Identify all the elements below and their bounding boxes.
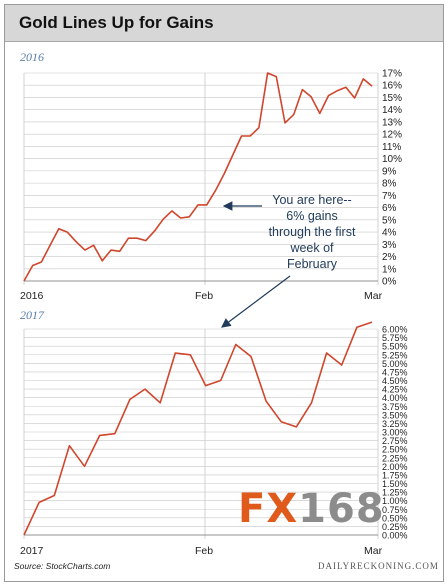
y-tick-label: 8%	[382, 179, 397, 190]
y-tick-label: 2.25%	[382, 453, 408, 463]
annotation-line: week of	[290, 241, 334, 255]
series-line-2017	[23, 321, 373, 536]
x-tick-label: Mar	[364, 545, 383, 557]
series-line-2016	[23, 72, 373, 282]
y-tick-label: 3%	[382, 240, 397, 251]
y-tick-label: 0.25%	[382, 522, 408, 532]
y-tick-label: 5.75%	[382, 333, 408, 343]
annotation-line: through the first	[268, 225, 356, 239]
annotation-text: You are here-- 6% gains through the firs…	[242, 192, 382, 272]
y-tick-label: 1.25%	[382, 488, 408, 498]
y-tick-label: 3.75%	[382, 402, 408, 412]
y-tick-label: 15%	[382, 93, 402, 104]
y-tick-label: 5%	[382, 215, 397, 226]
y-tick-label: 13%	[382, 117, 402, 128]
y-tick-label: 17%	[382, 69, 402, 80]
annotation-arrow-2017	[221, 275, 291, 328]
y-tick-label: 7%	[382, 191, 397, 202]
chart-frame: Gold Lines Up for Gains	[4, 4, 444, 582]
brand-credit: DAILYRECKONING.COM	[318, 561, 439, 571]
y-tick-label: 1.00%	[382, 496, 408, 506]
y-tick-label: 4.75%	[382, 367, 408, 377]
y-tick-label: 2.00%	[382, 462, 408, 472]
watermark-num: 168	[298, 486, 385, 532]
y-tick-label: 12%	[382, 130, 402, 141]
x-tick-label: Mar	[364, 290, 383, 302]
y-tick-label: 3.00%	[382, 428, 408, 438]
source-note: Source: StockCharts.com	[14, 561, 111, 571]
annotation-line: February	[286, 257, 338, 271]
x-tick-label: 2016	[20, 290, 44, 302]
y-tick-label: 11%	[382, 142, 401, 153]
y-tick-label: 14%	[382, 105, 402, 116]
y-tick-label: 0.00%	[382, 531, 408, 541]
annotation-line: You are here--	[272, 193, 352, 207]
y-tick-label: 0.75%	[382, 505, 408, 515]
title-bar: Gold Lines Up for Gains	[5, 5, 443, 42]
y-tick-label: 1.50%	[382, 479, 408, 489]
chart-title: Gold Lines Up for Gains	[19, 13, 214, 32]
y-tick-label: 4.25%	[382, 385, 408, 395]
y-tick-label: 4.50%	[382, 376, 408, 386]
y-tick-label: 5.25%	[382, 350, 408, 360]
y-tick-label: 3.25%	[382, 419, 408, 429]
y-tick-label: 5.00%	[382, 359, 408, 369]
y-tick-label: 0.50%	[382, 513, 408, 523]
y-tick-label: 4%	[382, 228, 397, 239]
y-tick-label: 2.75%	[382, 436, 408, 446]
y-tick-label: 0%	[382, 277, 397, 288]
y-tick-label: 3.50%	[382, 410, 408, 420]
annotation-line: 6% gains	[286, 209, 338, 223]
y-tick-label: 9%	[382, 166, 397, 177]
watermark-fx: FX	[238, 486, 299, 532]
y-tick-label: 6.00%	[382, 325, 408, 335]
y-tick-label: 1.75%	[382, 470, 408, 480]
x-tick-label: Feb	[195, 290, 213, 302]
x-tick-label: 2017	[20, 545, 44, 557]
y-tick-label: 1%	[382, 264, 397, 275]
panel-title: 2017	[20, 308, 45, 322]
y-tick-label: 6%	[382, 203, 397, 214]
x-tick-label: Feb	[195, 545, 213, 557]
y-tick-label: 5.50%	[382, 342, 408, 352]
y-tick-label: 16%	[382, 81, 402, 92]
fx168-watermark: FX168	[238, 486, 385, 532]
y-tick-label: 4.00%	[382, 393, 408, 403]
panel-title: 2016	[20, 50, 44, 64]
y-tick-label: 2%	[382, 252, 397, 263]
y-tick-label: 10%	[382, 154, 402, 165]
y-tick-label: 2.50%	[382, 445, 408, 455]
